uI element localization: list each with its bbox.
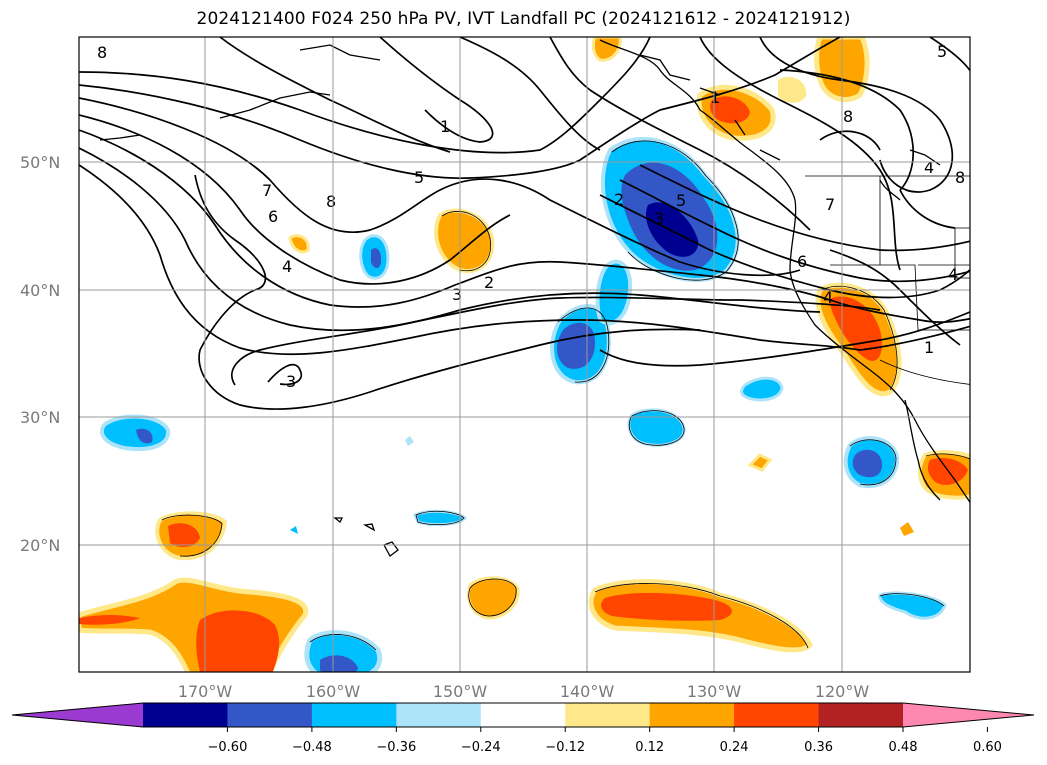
lat-label-50n: 50°N [20, 153, 60, 172]
contour-label: 8 [843, 107, 853, 126]
contour-label: 4 [823, 288, 833, 307]
map-area: 8 1 5 8 7 6 4 3 3 2 2 5 3 6 1 7 4 8 4 5 … [79, 37, 970, 672]
lat-label-30n: 30°N [20, 408, 60, 427]
colorbar-tick-label: −0.12 [545, 740, 585, 755]
colorbar-extend-min [12, 703, 143, 727]
colorbar-tick-label: 0.12 [635, 740, 664, 755]
map-title: 2024121400 F024 250 hPa PV, IVT Landfall… [196, 9, 851, 29]
contour-label: 7 [262, 181, 272, 200]
contour-label: 4 [948, 265, 958, 284]
lat-label-40n: 40°N [20, 281, 60, 300]
colorbar-extend-max [903, 703, 1034, 727]
colorbar-ticks: −0.60 −0.48 −0.36 −0.24 −0.12 0.12 0.24 0.36 0.4… [208, 727, 1002, 755]
contour-label: 5 [676, 191, 686, 210]
contour-label: 8 [97, 43, 107, 62]
lon-label-120w: 120°W [815, 682, 870, 701]
lon-label-160w: 160°W [306, 682, 361, 701]
lon-label-140w: 140°W [560, 682, 615, 701]
colorbar-outline [11, 702, 1035, 728]
colorbar: −0.60 −0.48 −0.36 −0.24 −0.12 0.12 0.24 0.36 0.4… [11, 702, 1035, 755]
colorbar-segment [143, 703, 228, 727]
map-frame [78, 36, 971, 673]
contour-label: 8 [326, 192, 336, 211]
lon-label-170w: 170°W [178, 682, 233, 701]
shaded-field [79, 37, 970, 672]
colorbar-tick-label: 0.36 [804, 740, 833, 755]
contour-label: 3 [286, 372, 296, 391]
colorbar-tick-label: −0.36 [376, 740, 416, 755]
colorbar-segment [734, 703, 820, 727]
contour-label: 5 [937, 42, 947, 61]
contour-label: 3 [654, 209, 664, 228]
pc-outline-contours [161, 140, 970, 651]
contour-labels: 8 1 5 8 7 6 4 3 3 2 2 5 3 6 1 7 4 8 4 5 … [97, 42, 965, 391]
contour-label: 4 [924, 158, 934, 177]
contour-label: 1 [924, 338, 934, 357]
colorbar-segment [311, 703, 397, 727]
colorbar-segment [818, 703, 904, 727]
colorbar-segment [480, 703, 566, 727]
colorbar-segment [227, 703, 313, 727]
colorbar-tick-label: 0.60 [973, 740, 1002, 755]
contour-label: 3 [452, 285, 462, 304]
colorbar-tick-label: −0.48 [292, 740, 332, 755]
colorbar-tick-label: 0.24 [720, 740, 749, 755]
latitude-labels: 50°N 40°N 30°N 20°N [20, 153, 60, 555]
contour-label: 5 [414, 168, 424, 187]
colorbar-segment [396, 703, 482, 727]
colorbar-segments [12, 703, 1034, 727]
colorbar-tick-label: −0.24 [461, 740, 501, 755]
colorbar-segment [565, 703, 651, 727]
colorbar-segment [649, 703, 735, 727]
contour-label: 2 [614, 190, 624, 209]
contour-label: 6 [797, 252, 807, 271]
contour-label: 1 [710, 88, 720, 107]
contour-label: 1 [440, 117, 450, 136]
gridlines [79, 37, 970, 672]
contour-label: 8 [955, 168, 965, 187]
contour-label: 7 [825, 195, 835, 214]
contour-label: 4 [282, 257, 292, 276]
colorbar-tick-label: −0.60 [208, 740, 248, 755]
lat-label-20n: 20°N [20, 536, 60, 555]
lon-label-130w: 130°W [687, 682, 742, 701]
contour-label: 2 [484, 273, 494, 292]
longitude-labels: 170°W 160°W 150°W 140°W 130°W 120°W [178, 682, 870, 701]
contour-label: 6 [268, 207, 278, 226]
colorbar-tick-label: 0.48 [889, 740, 918, 755]
lon-label-150w: 150°W [433, 682, 488, 701]
